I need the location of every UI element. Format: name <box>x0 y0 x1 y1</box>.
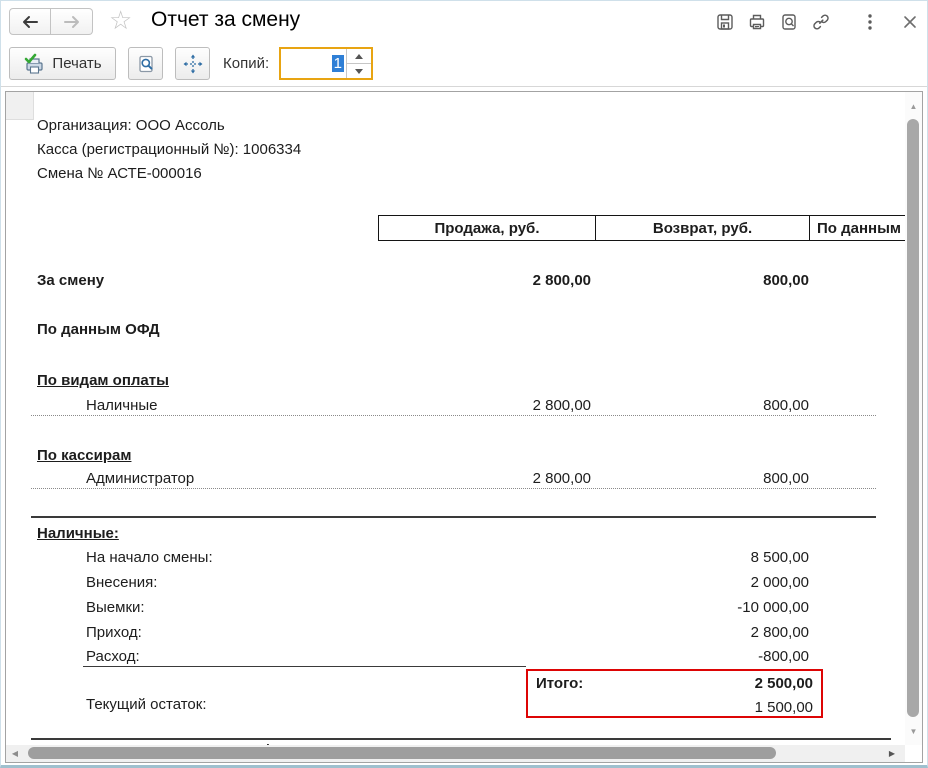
vertical-scroll-thumb[interactable] <box>907 119 919 717</box>
divider-dotted <box>31 415 876 416</box>
divider-dotted <box>31 488 876 489</box>
vertical-scrollbar[interactable]: ▲ ▼ <box>905 92 922 745</box>
spin-up-button[interactable] <box>347 49 371 64</box>
cashier-row-return: 800,00 <box>763 470 809 487</box>
scroll-right-icon[interactable]: ▶ <box>888 749 896 758</box>
divider-solid <box>83 666 526 667</box>
horizontal-scroll-thumb[interactable] <box>28 747 776 759</box>
sheet-corner-cell[interactable] <box>6 92 34 120</box>
clipped-next-row: Н О / Б <box>31 742 891 745</box>
print-check-icon <box>23 53 45 75</box>
copies-input[interactable]: 1 <box>281 49 346 78</box>
cash-row-label: Приход: <box>86 624 142 641</box>
payment-types-title: По видам оплаты <box>37 372 169 389</box>
payment-row-label: Наличные <box>86 397 158 414</box>
print-toolbar: Печать Копий: 1 <box>1 45 927 87</box>
divider-solid <box>31 738 891 740</box>
cashiers-title: По кассирам <box>37 447 132 464</box>
shift-line: Смена № АСТЕ-000016 <box>37 165 202 182</box>
col-header-ofd: По данным ОФД <box>809 215 905 241</box>
clipped-text-fragment: Н <box>41 742 52 745</box>
cashier-row-label: Администратор <box>86 470 195 487</box>
save-icon[interactable] <box>712 9 738 35</box>
copies-spinner[interactable]: 1 <box>279 47 373 80</box>
print-preview-button[interactable] <box>128 47 163 80</box>
back-button[interactable] <box>9 8 51 35</box>
kassa-line: Касса (регистрационный №): 1006334 <box>37 141 302 158</box>
total-value: 2 500,00 <box>754 675 813 692</box>
current-balance-label: Текущий остаток: <box>86 696 207 713</box>
col-header-sale: Продажа, руб. <box>378 215 596 241</box>
org-line: Организация: ООО Ассоль <box>37 117 225 134</box>
cash-row-value: 2 800,00 <box>750 624 809 641</box>
scroll-left-icon[interactable]: ◀ <box>11 749 19 758</box>
print-button[interactable]: Печать <box>9 47 116 80</box>
print-icon[interactable] <box>744 9 770 35</box>
payment-row-return: 800,00 <box>763 397 809 414</box>
za-smenu-label: За смену <box>37 272 105 289</box>
scroll-down-icon[interactable]: ▼ <box>909 726 918 736</box>
favorite-star-icon[interactable]: ☆ <box>109 5 133 35</box>
table-header-row: Продажа, руб. Возврат, руб. По данным ОФ… <box>378 215 905 241</box>
za-smenu-sale: 2 800,00 <box>532 272 591 289</box>
link-icon[interactable] <box>808 9 834 35</box>
spinner-arrows <box>346 49 371 78</box>
payment-row-sale: 2 800,00 <box>532 397 591 414</box>
divider-solid <box>31 516 876 518</box>
copies-value: 1 <box>331 55 344 72</box>
cash-row-label: Расход: <box>86 648 140 665</box>
document-viewport: Организация: ООО Ассоль Касса (регистрац… <box>5 91 923 763</box>
horizontal-scrollbar[interactable]: ◀ ▶ <box>6 745 905 762</box>
ofd-section-title: По данным ОФД <box>37 321 160 338</box>
forward-button[interactable] <box>51 8 93 35</box>
cash-row-value: -800,00 <box>758 648 809 665</box>
nav-group <box>9 8 93 35</box>
total-highlight-box: Итого: 2 500,00 1 500,00 <box>526 669 823 718</box>
current-balance-value: 1 500,00 <box>754 699 813 716</box>
fit-page-button[interactable] <box>175 47 210 80</box>
col-header-return: Возврат, руб. <box>595 215 810 241</box>
cash-row-label: Выемки: <box>86 599 145 616</box>
back-icon <box>21 15 39 29</box>
page-title: Отчет за смену <box>151 8 301 31</box>
cash-row-value: 2 000,00 <box>750 574 809 591</box>
copies-label: Копий: <box>223 55 270 72</box>
report-sheet: Организация: ООО Ассоль Касса (регистрац… <box>6 92 905 745</box>
forward-icon <box>63 15 81 29</box>
spin-down-button[interactable] <box>347 64 371 78</box>
cash-row-label: Внесения: <box>86 574 158 591</box>
print-preview-icon <box>136 54 156 74</box>
total-label: Итого: <box>536 675 584 692</box>
fit-page-icon <box>182 53 204 75</box>
title-bar: ☆ Отчет за смену <box>1 1 927 45</box>
za-smenu-return: 800,00 <box>763 272 809 289</box>
cash-section-title: Наличные: <box>37 525 119 542</box>
cashier-row-sale: 2 800,00 <box>532 470 591 487</box>
cash-row-value: 8 500,00 <box>750 549 809 566</box>
spin-down-icon <box>355 68 363 74</box>
more-icon[interactable] <box>857 9 883 35</box>
clipped-text-fragment: О / Б <box>249 742 284 745</box>
close-icon[interactable] <box>897 9 923 35</box>
scroll-up-icon[interactable]: ▲ <box>909 101 918 111</box>
cash-row-label: На начало смены: <box>86 549 213 566</box>
print-button-label: Печать <box>52 55 102 72</box>
cash-row-value: -10 000,00 <box>737 599 809 616</box>
spin-up-icon <box>355 53 363 59</box>
preview-icon[interactable] <box>776 9 802 35</box>
